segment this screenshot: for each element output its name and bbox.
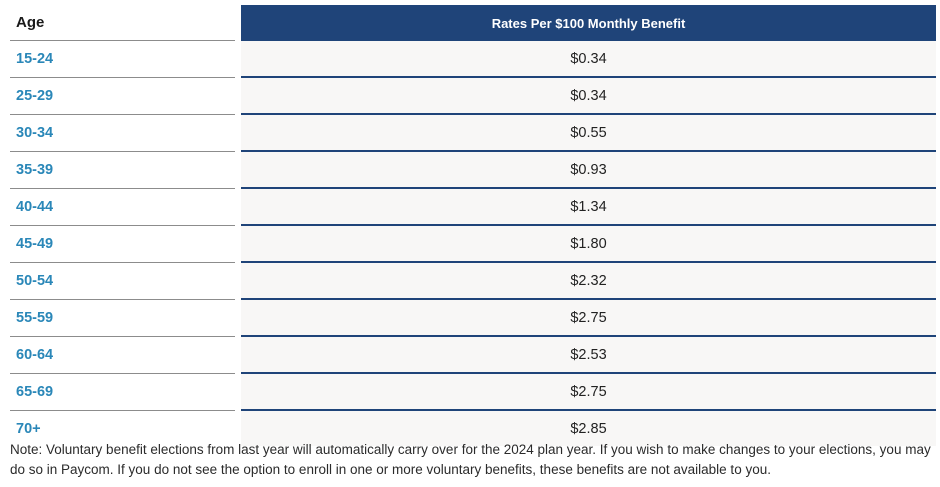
rate-cell: $2.85 [241,411,936,446]
table-row: 40-44 $1.34 [10,189,936,226]
table-row: 15-24 $0.34 [10,41,936,78]
table-row: 55-59 $2.75 [10,300,936,337]
rate-cell: $2.75 [241,300,936,337]
age-range-cell: 50-54 [10,263,235,300]
rate-cell: $2.75 [241,374,936,411]
age-column-header: Age [10,5,235,41]
table-body: 15-24 $0.34 25-29 $0.34 30-34 $0.55 35-3… [10,41,936,446]
column-gap [235,226,241,263]
column-gap [235,115,241,152]
table-header-row: Age Rates Per $100 Monthly Benefit [10,5,936,41]
rate-cell: $1.80 [241,226,936,263]
rate-cell: $0.93 [241,152,936,189]
table-row: 50-54 $2.32 [10,263,936,300]
column-gap [235,411,241,446]
table-row: 45-49 $1.80 [10,226,936,263]
age-range-cell: 40-44 [10,189,235,226]
rate-cell: $0.34 [241,78,936,115]
footnote-text: Note: Voluntary benefit elections from l… [10,442,931,477]
table-row: 65-69 $2.75 [10,374,936,411]
column-gap [235,41,241,78]
age-range-cell: 35-39 [10,152,235,189]
rate-cell: $2.53 [241,337,936,374]
age-range-cell: 55-59 [10,300,235,337]
rate-cell: $0.34 [241,41,936,78]
age-range-cell: 15-24 [10,41,235,78]
table-row: 25-29 $0.34 [10,78,936,115]
rate-cell: $1.34 [241,189,936,226]
column-gap [235,189,241,226]
age-range-cell: 25-29 [10,78,235,115]
rates-table: Age Rates Per $100 Monthly Benefit 15-24… [10,5,936,446]
age-range-cell: 45-49 [10,226,235,263]
table-row: 60-64 $2.53 [10,337,936,374]
column-gap [235,5,241,41]
rate-cell: $2.32 [241,263,936,300]
column-gap [235,78,241,115]
table-row: 30-34 $0.55 [10,115,936,152]
rate-cell: $0.55 [241,115,936,152]
column-gap [235,263,241,300]
column-gap [235,337,241,374]
age-range-cell: 30-34 [10,115,235,152]
table-row: 35-39 $0.93 [10,152,936,189]
age-range-cell: 65-69 [10,374,235,411]
age-range-cell: 60-64 [10,337,235,374]
column-gap [235,152,241,189]
rate-column-header: Rates Per $100 Monthly Benefit [241,5,936,41]
column-gap [235,300,241,337]
column-gap [235,374,241,411]
age-range-cell: 70+ [16,420,41,437]
table-row: 70+ $2.85 [10,411,936,446]
